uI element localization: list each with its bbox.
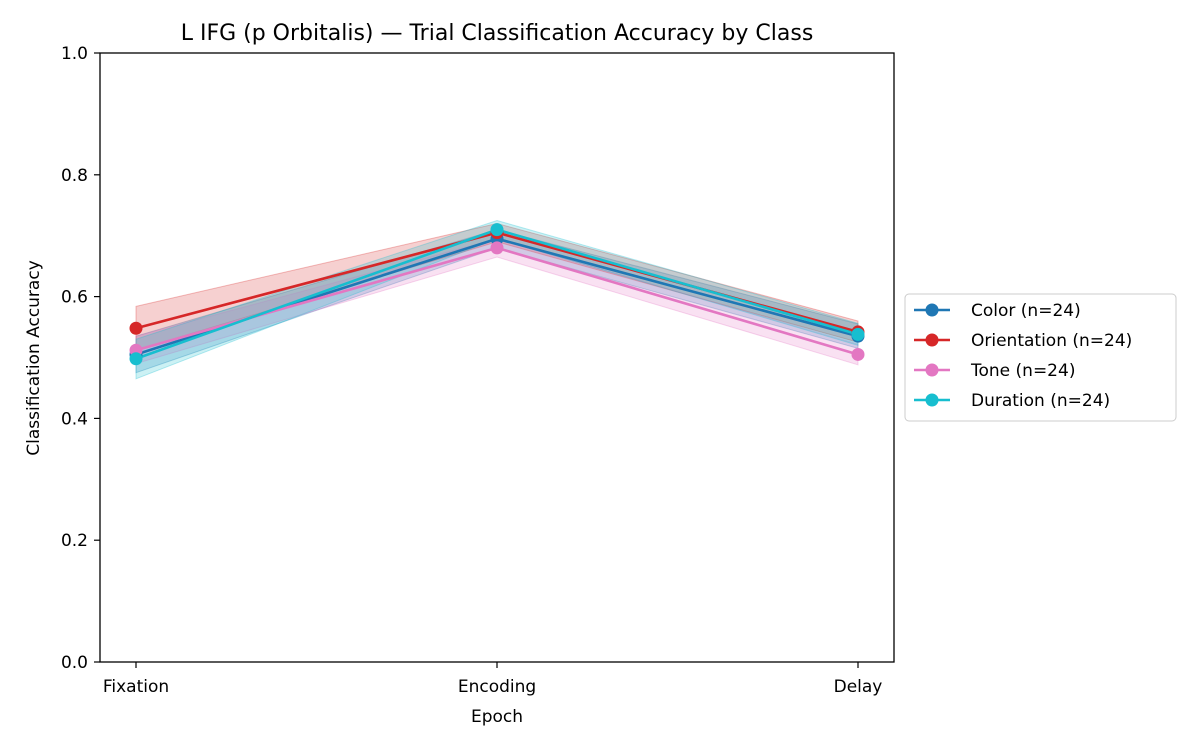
legend-marker-3 bbox=[925, 393, 939, 407]
legend-label-2: Tone (n=24) bbox=[970, 361, 1075, 381]
x-axis-label: Epoch bbox=[471, 707, 523, 727]
x-tick-label-1: Encoding bbox=[458, 677, 536, 697]
legend-marker-1 bbox=[925, 333, 939, 347]
y-tick-label-1: 0.2 bbox=[61, 531, 88, 551]
legend-label-0: Color (n=24) bbox=[971, 301, 1081, 321]
data-point-2-2 bbox=[851, 347, 865, 361]
plot-frame bbox=[99, 52, 895, 663]
plot-area bbox=[129, 219, 865, 380]
chart-title: L IFG (p Orbitalis) — Trial Classificati… bbox=[181, 21, 814, 46]
data-point-2-1 bbox=[490, 241, 504, 255]
data-point-3-1 bbox=[490, 223, 504, 237]
y-tick-label-5: 1.0 bbox=[61, 44, 88, 64]
legend-marker-0 bbox=[925, 303, 939, 317]
legend-label-1: Orientation (n=24) bbox=[971, 331, 1132, 351]
legend-box bbox=[904, 293, 1177, 422]
y-tick-label-2: 0.4 bbox=[61, 409, 88, 429]
data-point-1-0 bbox=[129, 321, 143, 335]
confidence-band-3 bbox=[135, 219, 859, 380]
y-tick-label-3: 0.6 bbox=[61, 288, 88, 308]
legend-label-3: Duration (n=24) bbox=[971, 391, 1110, 411]
x-tick-label-2: Delay bbox=[834, 677, 883, 697]
y-axis: 0.0 0.2 0.4 0.6 0.8 1.0 bbox=[61, 44, 100, 673]
data-point-3-0 bbox=[129, 352, 143, 366]
data-point-3-2 bbox=[851, 327, 865, 341]
y-tick-label-0: 0.0 bbox=[61, 653, 88, 673]
y-tick-label-4: 0.8 bbox=[61, 166, 88, 186]
x-axis: Fixation Encoding Delay bbox=[103, 662, 883, 697]
y-axis-label: Classification Accuracy bbox=[24, 260, 44, 456]
x-tick-label-0: Fixation bbox=[103, 677, 169, 697]
legend: Color (n=24) Orientation (n=24) Tone (n=24… bbox=[904, 293, 1177, 422]
legend-marker-2 bbox=[925, 363, 939, 377]
